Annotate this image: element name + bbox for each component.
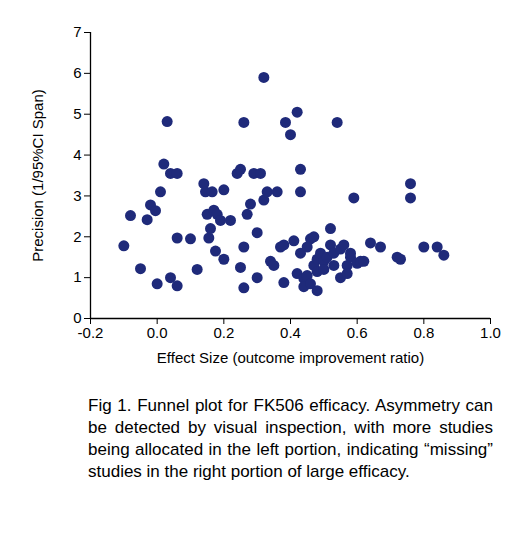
svg-text:4: 4 bbox=[73, 146, 81, 163]
svg-text:Effect Size (outcome improveme: Effect Size (outcome improvement ratio) bbox=[157, 349, 424, 366]
svg-text:0.8: 0.8 bbox=[413, 324, 434, 341]
svg-text:2: 2 bbox=[73, 228, 81, 245]
svg-text:0.0: 0.0 bbox=[147, 324, 168, 341]
svg-text:5: 5 bbox=[73, 105, 81, 122]
svg-text:7: 7 bbox=[73, 23, 81, 40]
svg-text:3: 3 bbox=[73, 187, 81, 204]
svg-text:-0.2: -0.2 bbox=[78, 324, 104, 341]
svg-text:0.4: 0.4 bbox=[280, 324, 301, 341]
svg-text:1: 1 bbox=[73, 268, 81, 285]
svg-text:6: 6 bbox=[73, 64, 81, 81]
svg-text:0.2: 0.2 bbox=[213, 324, 234, 341]
svg-text:Precision (1/95%CI Span): Precision (1/95%CI Span) bbox=[29, 89, 46, 262]
svg-text:0: 0 bbox=[73, 309, 81, 326]
svg-text:0.6: 0.6 bbox=[347, 324, 368, 341]
svg-text:1.0: 1.0 bbox=[480, 324, 501, 341]
html-text:Fig 1. Funnel plot for FK506 e: Fig 1. Funnel plot for FK506 efficacy. A… bbox=[88, 396, 493, 482]
